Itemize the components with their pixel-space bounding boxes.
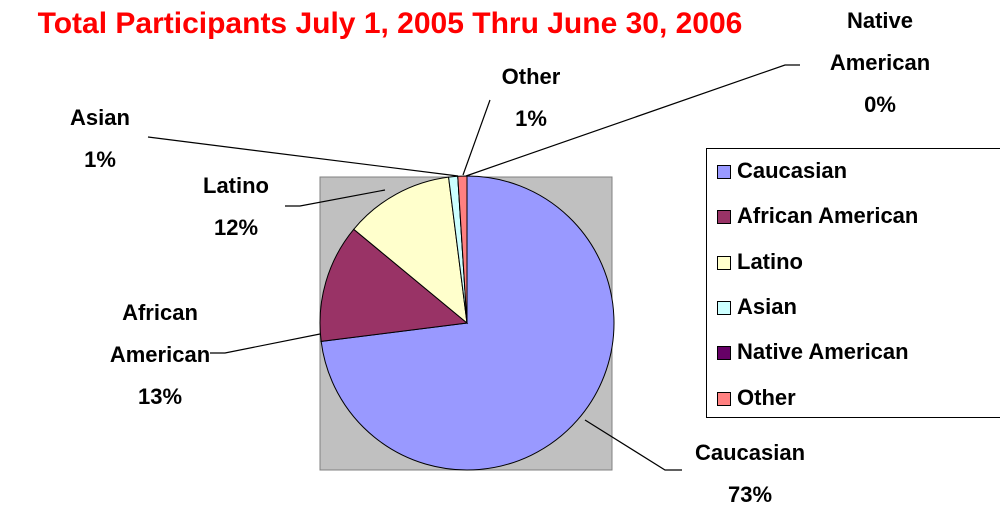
legend: Caucasian African American Latino Asian Nati… (706, 148, 1000, 418)
leader-line (465, 64, 800, 177)
data-label-value: 0% (864, 92, 896, 117)
legend-label: Other (737, 384, 796, 410)
pie-slice (457, 175, 468, 324)
data-label: Other 1% (481, 56, 581, 140)
chart (147, 64, 800, 471)
legend-swatch (717, 346, 731, 361)
data-label-value: 1% (84, 147, 116, 172)
data-label: African American 13% (90, 292, 230, 418)
legend-label: Caucasian (737, 158, 848, 183)
data-label-name: Latino (203, 173, 269, 198)
legend-swatch (717, 391, 731, 406)
legend-swatch (717, 300, 731, 315)
legend-label: African American (737, 203, 919, 229)
data-label-name: Asian (70, 105, 130, 130)
legend-label: Native American (737, 339, 909, 365)
legend-entry: Latino (717, 249, 803, 275)
data-label-value: 1% (515, 106, 547, 131)
data-label-value: 73% (727, 482, 773, 507)
data-label: Latino 12% (176, 165, 296, 249)
data-label: Native American 0% (810, 0, 950, 126)
page: Total Participants July 1, 2005 Thru Jun… (37, 0, 1000, 507)
leader-line (147, 136, 459, 177)
legend-entry: Caucasian (717, 158, 847, 184)
data-label-name: Native American (829, 8, 931, 75)
leader-line (210, 332, 326, 354)
legend-entry: African American (717, 203, 918, 229)
pie-slice (319, 228, 469, 342)
data-label-name: African American (109, 300, 211, 367)
data-label-name: Caucasian (694, 440, 806, 465)
legend-entry: Asian (717, 294, 797, 320)
legend-entry: Other (717, 385, 796, 411)
leader-line (462, 99, 491, 176)
data-label: Caucasian 73% (650, 432, 850, 516)
data-label-value: 13% (137, 384, 183, 409)
leader-line (285, 189, 386, 207)
data-label-name: Other (501, 64, 561, 89)
leader-line (584, 419, 682, 471)
chart-title: Total Participants July 1, 2005 Thru Jun… (37, 7, 743, 40)
leader-lines (147, 64, 800, 471)
pie-slice (353, 176, 468, 325)
data-label: Asian 1% (50, 97, 150, 181)
legend-entry: Native American (717, 339, 909, 365)
legend-swatch (717, 165, 731, 179)
legend-label: Latino (737, 248, 803, 274)
data-label-value: 12% (213, 215, 259, 240)
legend-swatch (717, 255, 731, 270)
legend-label: Asian (737, 293, 797, 319)
legend-swatch (717, 210, 731, 225)
